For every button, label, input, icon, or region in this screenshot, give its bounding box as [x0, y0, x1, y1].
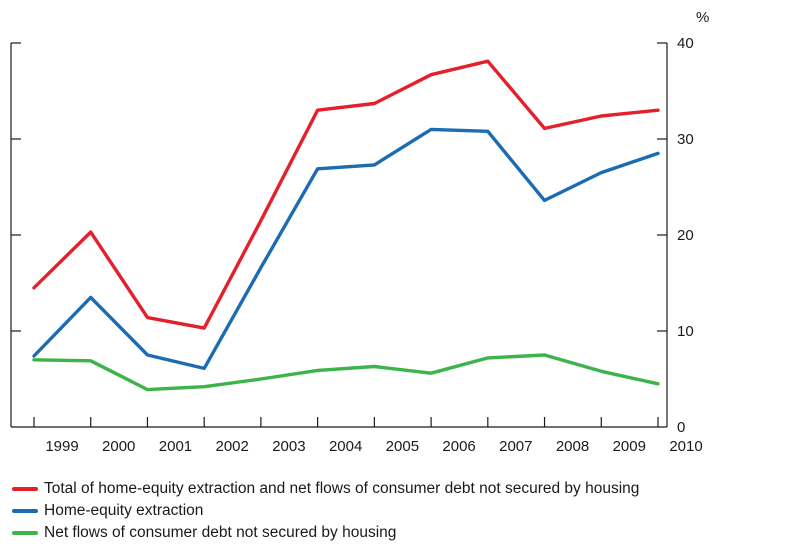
- x-tick-label-2001: 2001: [159, 438, 192, 455]
- x-tick-label-2009: 2009: [613, 438, 646, 455]
- x-tick-label-2000: 2000: [102, 438, 135, 455]
- x-tick-label-2007: 2007: [499, 438, 532, 455]
- series-line-home-equity: [32, 127, 660, 371]
- x-tick-label-2004: 2004: [329, 438, 362, 455]
- series-line-consumer-debt: [32, 353, 660, 392]
- x-tick-label-2003: 2003: [272, 438, 305, 455]
- legend-label-consumer-debt: Net flows of consumer debt not secured b…: [44, 524, 397, 541]
- legend-swatch-total: [12, 487, 38, 491]
- x-tick-label-2010: 2010: [669, 438, 702, 455]
- y-tick-label-10: 10: [677, 323, 694, 340]
- y-tick-label-20: 20: [677, 227, 694, 244]
- x-tick-label-2006: 2006: [442, 438, 475, 455]
- axis-ticks: [11, 42, 667, 427]
- legend-item-consumer-debt: Net flows of consumer debt not secured b…: [12, 522, 639, 544]
- axis-tick-labels: 0 10 20 30 40 1999 2000 2001 2002 2003 2004 2005 200…: [45, 35, 702, 455]
- x-tick-label-1999: 1999: [45, 438, 78, 455]
- series-lines: [32, 59, 660, 392]
- legend-swatch-home-equity: [12, 509, 38, 513]
- x-tick-label-2005: 2005: [386, 438, 419, 455]
- y-tick-label-0: 0: [677, 419, 685, 436]
- legend-label-total: Total of home-equity extraction and net …: [44, 480, 640, 497]
- legend-item-home-equity: Home-equity extraction: [12, 500, 639, 522]
- y-unit-label: %: [696, 9, 709, 26]
- chart-legend: Total of home-equity extraction and net …: [12, 478, 639, 544]
- legend-label-home-equity: Home-equity extraction: [44, 502, 204, 519]
- y-tick-label-40: 40: [677, 35, 694, 52]
- legend-swatch-consumer-debt: [12, 531, 38, 535]
- legend-item-total: Total of home-equity extraction and net …: [12, 478, 639, 500]
- x-tick-label-2008: 2008: [556, 438, 589, 455]
- y-tick-label-30: 30: [677, 131, 694, 148]
- x-tick-label-2002: 2002: [215, 438, 248, 455]
- line-chart: 0 10 20 30 40 1999 2000 2001 2002 2003 2004 2005 200…: [10, 9, 709, 455]
- series-line-total: [32, 59, 660, 330]
